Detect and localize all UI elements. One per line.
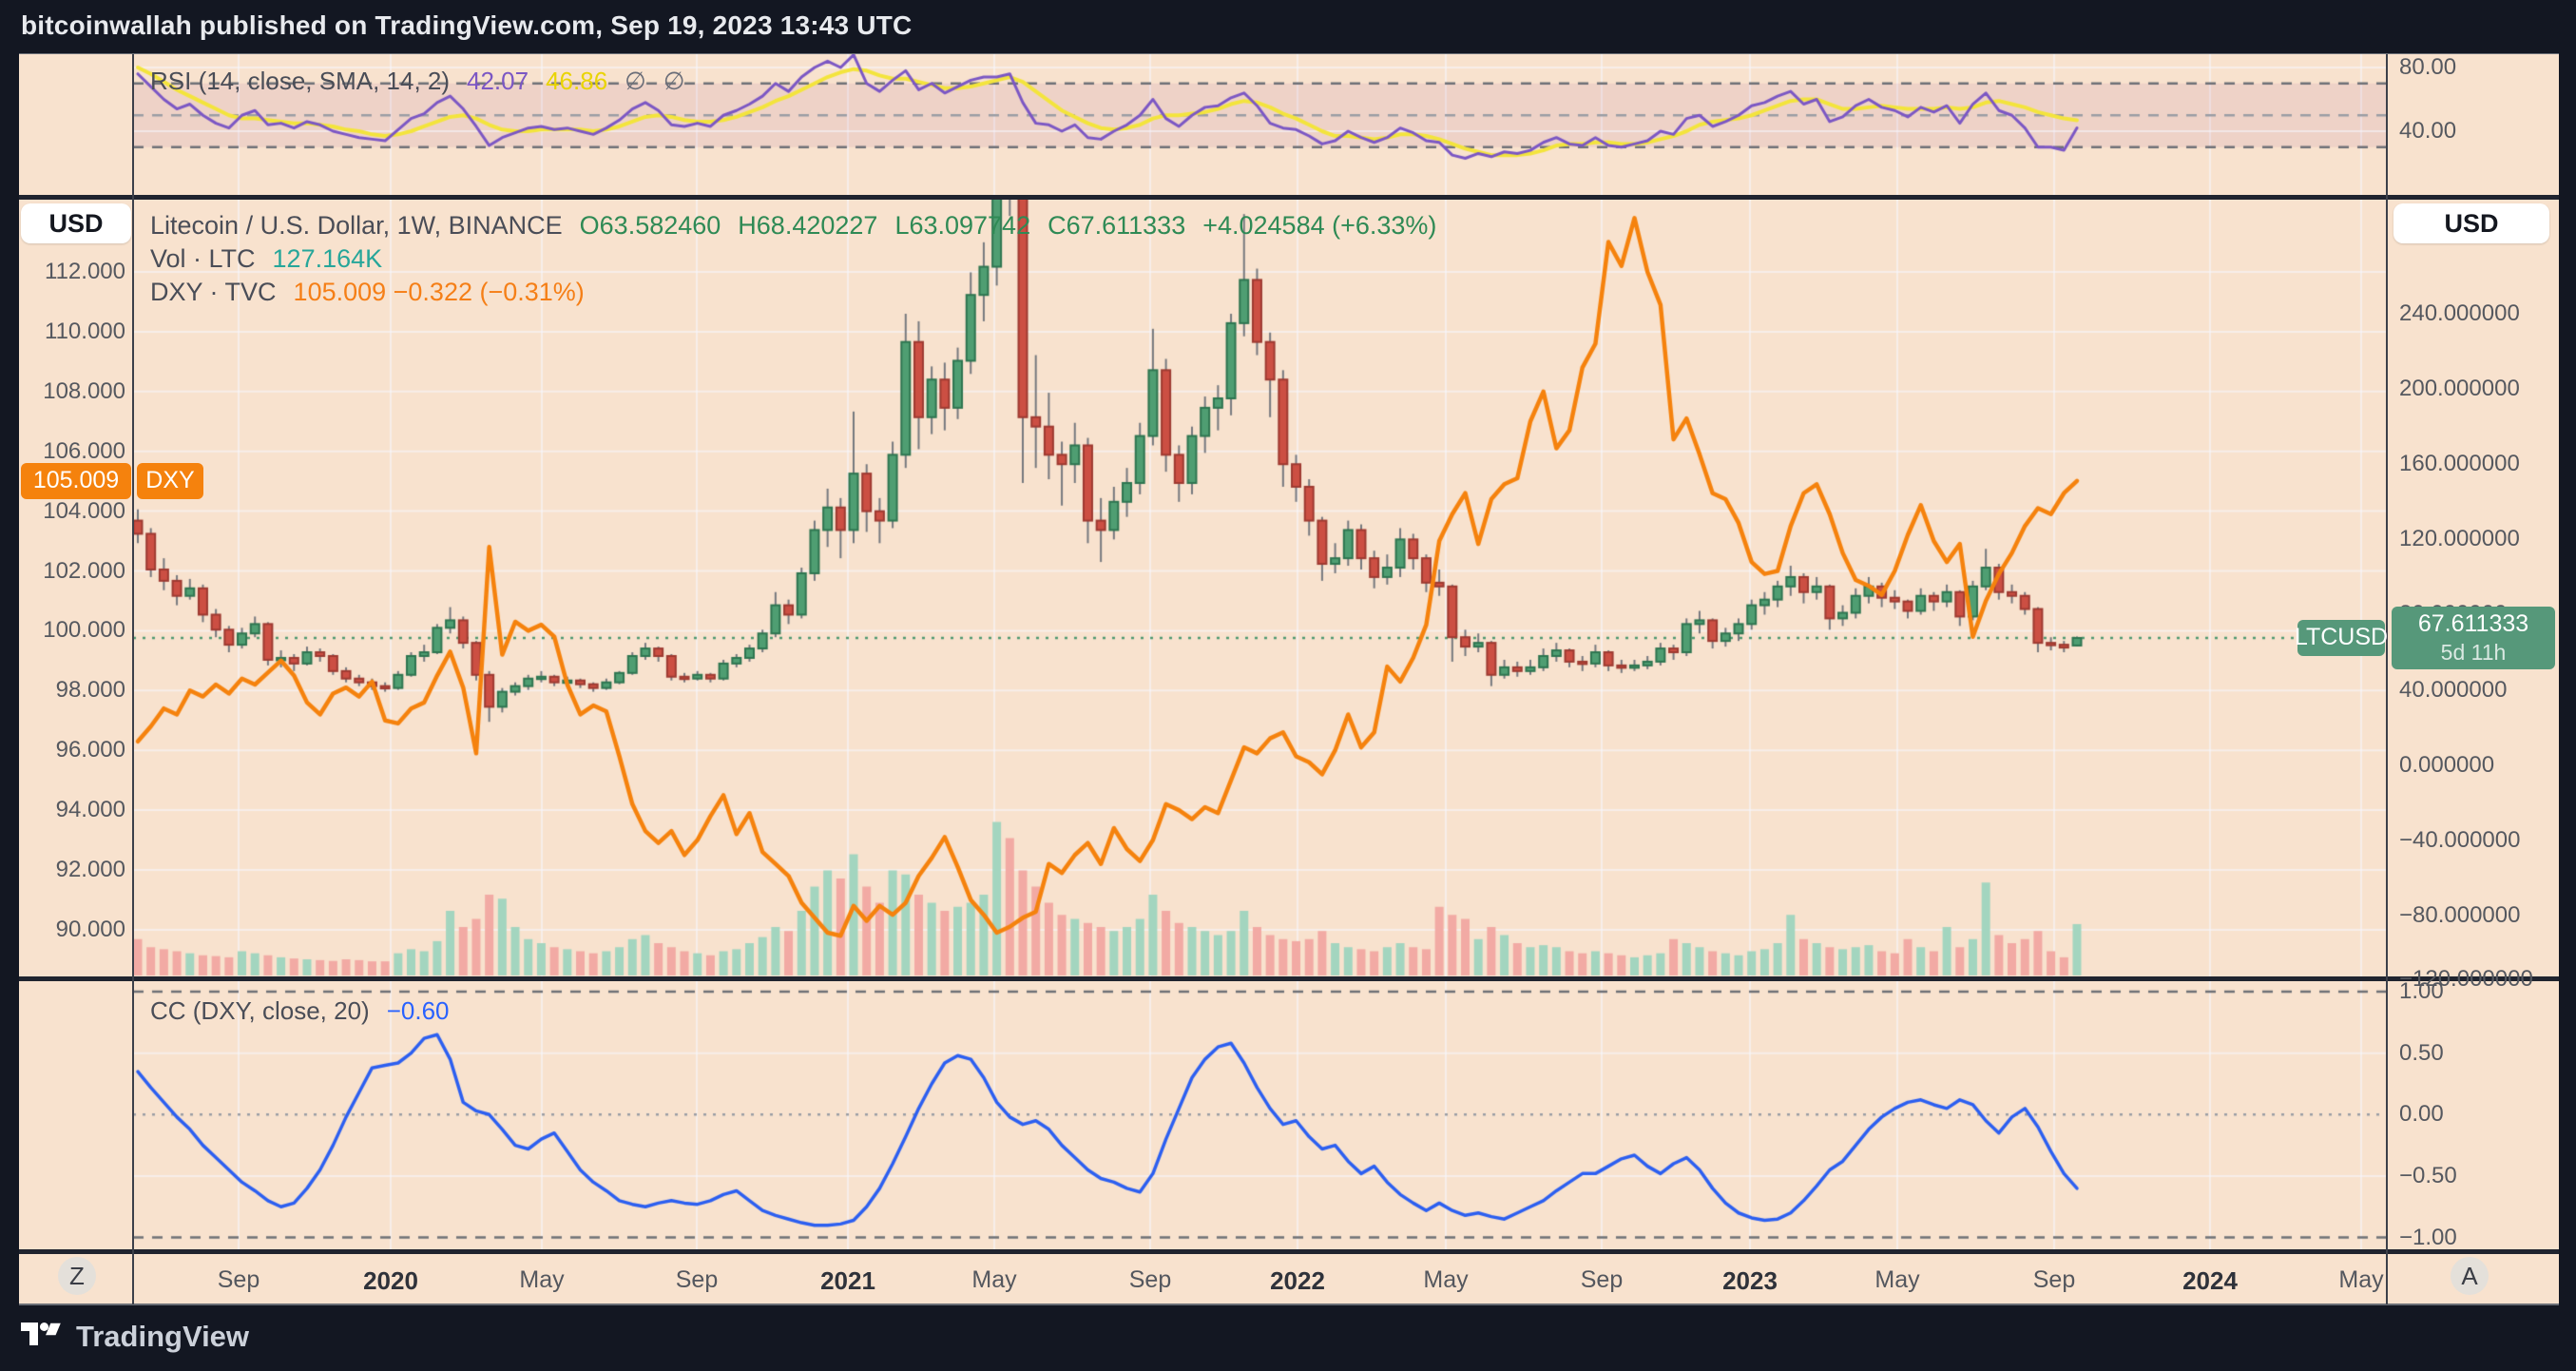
chart-bottom-border	[19, 1303, 2559, 1305]
symbol-title: Litecoin / U.S. Dollar, 1W, BINANCE	[150, 211, 563, 240]
right-scale-unit-button[interactable]: USD	[2393, 203, 2549, 243]
rsi-empty-marker-icon: ∅	[663, 67, 685, 95]
right-axis-tick: 120.000000	[2399, 526, 2520, 552]
time-axis-month-tick: Sep	[217, 1266, 260, 1293]
volume-legend[interactable]: Vol · LTC 127.164K	[150, 244, 382, 274]
symbol-legend[interactable]: Litecoin / U.S. Dollar, 1W, BINANCE O63.…	[150, 211, 1436, 241]
ltcusd-price-tag: 67.611333 5d 11h	[2392, 606, 2555, 669]
tradingview-logo-icon[interactable]	[21, 1321, 63, 1353]
time-axis-month-tick: May	[1423, 1266, 1469, 1293]
time-axis-year-tick: 2023	[1722, 1266, 1778, 1295]
cc-axis-tick: 0.00	[2399, 1101, 2444, 1128]
rsi-empty-marker-icon: ∅	[625, 67, 646, 95]
ohlc-high: H68.420227	[738, 211, 878, 240]
dxy-value: 105.009 −0.322 (−0.31%)	[293, 278, 585, 306]
time-axis-year-tick: 2022	[1270, 1266, 1325, 1295]
time-axis-month-tick: Sep	[1580, 1266, 1624, 1293]
dxy-flag-tag: DXY	[137, 462, 203, 499]
cc-legend-label: CC (DXY, close, 20)	[150, 996, 370, 1025]
ohlc-open: O63.582460	[579, 211, 721, 240]
time-axis-year-tick: 2021	[820, 1266, 875, 1295]
time-axis-month-tick: May	[1874, 1266, 1920, 1293]
rsi-value: 42.07	[467, 67, 529, 95]
timezone-button[interactable]: Z	[58, 1257, 96, 1295]
left-axis-tick: 98.000	[55, 677, 125, 704]
left-axis-tick: 106.000	[43, 437, 125, 464]
cc-axis-tick: 1.00	[2399, 978, 2444, 1004]
rsi-legend[interactable]: RSI (14, close, SMA, 14, 2) 42.07 46.86 …	[150, 67, 684, 96]
left-axis-tick: 102.000	[43, 557, 125, 584]
volume-value: 127.164K	[272, 244, 383, 273]
right-axis-tick: 40.000000	[2399, 676, 2508, 703]
rsi-axis-tick: 80.00	[2399, 54, 2457, 80]
cc-timeaxis-separator	[19, 1249, 2559, 1254]
publish-header: bitcoinwallah published on TradingView.c…	[0, 0, 2576, 54]
right-axis-tick: −80.000000	[2399, 901, 2521, 928]
rsi-main-separator[interactable]	[19, 195, 2559, 200]
ohlc-low: L63.097742	[894, 211, 1031, 240]
time-axis-month-tick: May	[2338, 1266, 2384, 1293]
cc-axis-tick: −1.00	[2399, 1224, 2457, 1250]
right-axis-tick: 160.000000	[2399, 451, 2520, 477]
time-axis-year-tick: 2024	[2182, 1266, 2238, 1295]
left-axis-tick: 92.000	[55, 857, 125, 882]
publish-title: bitcoinwallah published on TradingView.c…	[21, 10, 913, 40]
volume-label: Vol · LTC	[150, 244, 256, 273]
left-scale-unit-button[interactable]: USD	[21, 203, 131, 243]
ohlc-change: +4.024584 (+6.33%)	[1202, 211, 1437, 240]
left-axis-tick: 94.000	[55, 797, 125, 823]
time-axis-month-tick: Sep	[675, 1266, 719, 1293]
time-axis-month-tick: May	[519, 1266, 565, 1293]
left-axis-tick: 90.000	[55, 916, 125, 942]
time-axis-year-tick: 2020	[363, 1266, 418, 1295]
footer: TradingView	[21, 1320, 249, 1354]
dxy-label: DXY · TVC	[150, 278, 277, 306]
ohlc-close: C67.611333	[1048, 211, 1186, 240]
main-cc-separator[interactable]	[19, 976, 2559, 981]
chart-plot-canvas[interactable]	[133, 54, 2387, 1251]
rsi-sma-value: 46.86	[546, 67, 608, 95]
right-axis-tick: 240.000000	[2399, 300, 2520, 326]
left-axis-tick: 108.000	[43, 377, 125, 404]
tradingview-brand[interactable]: TradingView	[76, 1320, 250, 1353]
cc-axis-tick: −0.50	[2399, 1162, 2457, 1188]
auto-scale-button[interactable]: A	[2451, 1257, 2489, 1295]
time-axis-month-tick: Sep	[2032, 1266, 2076, 1293]
cc-axis-tick: 0.50	[2399, 1039, 2444, 1066]
right-axis-tick: 0.000000	[2399, 751, 2495, 778]
chart-top-border	[19, 53, 2559, 54]
right-axis-tick: 200.000000	[2399, 376, 2520, 402]
rsi-axis-tick: 40.00	[2399, 118, 2457, 144]
left-price-scale-border	[132, 54, 134, 1304]
cc-legend[interactable]: CC (DXY, close, 20) −0.60	[150, 996, 450, 1026]
left-axis-tick: 110.000	[45, 318, 125, 344]
dxy-price-tag: 105.009	[21, 462, 131, 499]
rsi-legend-label: RSI (14, close, SMA, 14, 2)	[150, 67, 451, 95]
right-price-scale-border	[2386, 54, 2388, 1304]
left-axis-tick: 112.000	[45, 259, 125, 284]
ltcusd-flag-tag: LTCUSD	[2295, 619, 2388, 656]
right-axis-tick: −40.000000	[2399, 826, 2521, 853]
right-axis-tick: −120.000000	[2399, 966, 2533, 992]
dxy-legend[interactable]: DXY · TVC 105.009 −0.322 (−0.31%)	[150, 278, 585, 307]
left-axis-tick: 96.000	[55, 737, 125, 763]
ltcusd-countdown: 5d 11h	[2440, 639, 2507, 665]
time-axis-month-tick: Sep	[1128, 1266, 1172, 1293]
left-axis-tick: 100.000	[43, 617, 125, 644]
cc-value: −0.60	[386, 996, 450, 1025]
time-axis-month-tick: May	[971, 1266, 1017, 1293]
ltcusd-price-value: 67.611333	[2417, 609, 2529, 637]
left-axis-tick: 104.000	[43, 497, 125, 524]
